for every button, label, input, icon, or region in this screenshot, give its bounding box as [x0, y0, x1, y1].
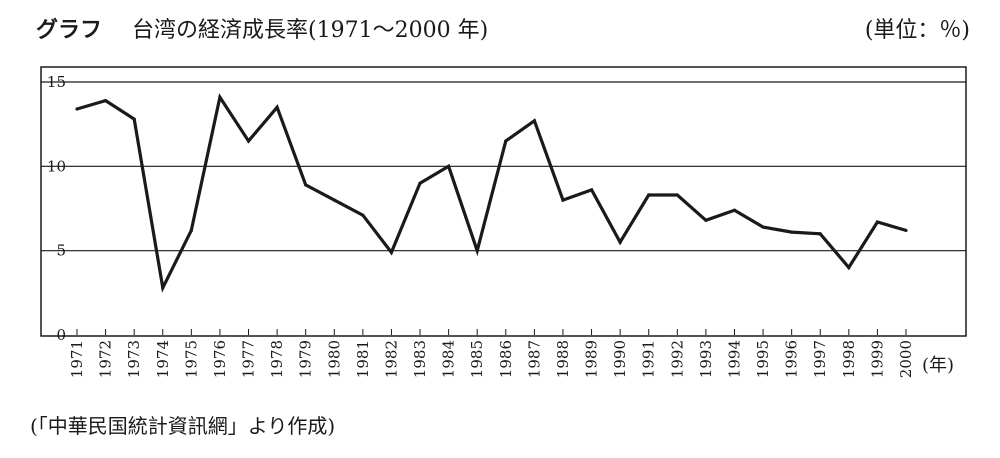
x-tick-label: 1974 [154, 340, 172, 378]
x-axis-label: (年) [922, 355, 954, 376]
x-tick-label: 1998 [840, 340, 858, 378]
data-point [847, 265, 851, 270]
data-point [246, 139, 251, 143]
data-point [647, 193, 651, 197]
x-tick-label: 1972 [97, 340, 115, 378]
data-point [389, 250, 394, 254]
x-tick-label: 1988 [554, 340, 572, 378]
x-tick-label: 1993 [697, 340, 715, 378]
plot-frame [40, 66, 967, 337]
x-axis-ticks: 1971 1972 1973 1974 1975 1976 1977 1978 1979 1980… [68, 329, 954, 378]
data-point [561, 198, 565, 202]
x-tick-label: 1983 [411, 340, 429, 378]
data-point [675, 193, 679, 197]
data-point [275, 105, 279, 109]
data-point [790, 230, 794, 234]
x-tick-label: 1987 [525, 340, 543, 378]
data-point [132, 117, 136, 121]
x-tick-label: 1994 [725, 340, 743, 378]
figure-label: グラフ [36, 18, 103, 43]
chart-heading: グラフ 台湾の経済成長率(1971～2000 年) [36, 12, 488, 44]
x-tick-label: 1991 [640, 340, 658, 378]
x-tick-label: 1980 [325, 340, 343, 378]
x-tick-label: 1978 [268, 340, 286, 378]
data-point [704, 218, 708, 222]
data-point [875, 220, 880, 224]
data-point [761, 225, 765, 229]
data-point [189, 228, 193, 233]
x-tick-label: 1977 [240, 340, 258, 378]
x-tick-label: 1985 [468, 340, 486, 378]
data-point [618, 240, 622, 244]
source-note: (「中華民国統計資訊網」より作成) [30, 414, 336, 438]
x-tick-label: 1979 [297, 340, 315, 378]
x-tick-label: 1986 [497, 340, 515, 378]
data-point [475, 249, 479, 253]
x-tick-label: 1989 [583, 340, 601, 378]
data-point [532, 119, 536, 123]
data-point [332, 198, 336, 202]
x-tick-label: 1992 [668, 340, 686, 378]
grid-lines [41, 81, 966, 252]
series-group [75, 93, 908, 293]
data-point [818, 232, 822, 236]
x-tick-label: 1973 [125, 340, 143, 378]
data-point [304, 183, 308, 187]
y-tick-label: 10 [47, 157, 66, 175]
chart-title: 台湾の経済成長率(1971～2000 年) [132, 18, 489, 43]
y-axis-ticks: 0 5 10 15 [47, 73, 66, 344]
data-point [75, 107, 79, 111]
x-tick-label: 1981 [354, 340, 372, 378]
x-tick-label: 1996 [783, 340, 801, 378]
y-tick-label: 15 [47, 73, 66, 91]
data-point [161, 286, 165, 290]
x-tick-label: 1976 [211, 340, 229, 378]
unit-label: (単位：％) [864, 18, 970, 43]
y-tick-label: 0 [56, 326, 66, 344]
data-point [418, 181, 422, 185]
x-tick-label: 1997 [811, 340, 829, 378]
x-tick-label: 2000 [897, 340, 915, 378]
x-tick-label: 1971 [68, 340, 86, 378]
x-tick-label: 1975 [182, 340, 200, 378]
data-point [361, 213, 365, 217]
data-point [103, 98, 108, 103]
series-line [76, 93, 907, 293]
data-point [218, 95, 222, 99]
data-point [589, 188, 594, 192]
x-tick-label: 1990 [611, 340, 629, 378]
x-tick-label: 1999 [868, 340, 886, 378]
x-tick-label: 1984 [440, 340, 458, 378]
data-point [447, 164, 451, 168]
data-point [504, 139, 508, 143]
y-tick-label: 5 [56, 242, 66, 260]
data-point [732, 208, 737, 212]
data-point [904, 228, 908, 233]
x-tick-label: 1995 [754, 340, 772, 378]
x-tick-label: 1982 [382, 340, 400, 378]
